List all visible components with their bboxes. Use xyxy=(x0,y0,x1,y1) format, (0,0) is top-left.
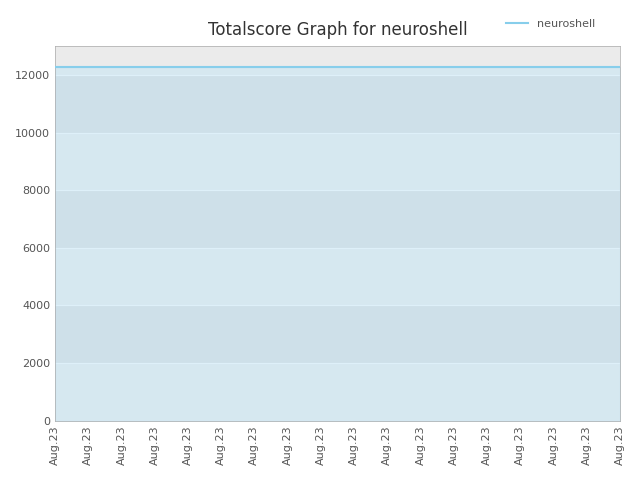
neuroshell xyxy=(251,64,259,70)
Bar xyxy=(55,47,620,75)
Title: Totalscore Graph for neuroshell: Totalscore Graph for neuroshell xyxy=(208,21,467,39)
neuroshell xyxy=(450,64,458,70)
neuroshell xyxy=(118,64,125,70)
Bar xyxy=(55,75,620,133)
Bar xyxy=(55,305,620,363)
neuroshell xyxy=(483,64,491,70)
Bar xyxy=(55,363,620,420)
Bar xyxy=(55,248,620,305)
neuroshell xyxy=(218,64,225,70)
Bar xyxy=(55,190,620,248)
neuroshell xyxy=(184,64,192,70)
neuroshell xyxy=(417,64,424,70)
neuroshell xyxy=(383,64,391,70)
Legend: neuroshell: neuroshell xyxy=(501,14,600,34)
neuroshell xyxy=(616,64,624,70)
neuroshell xyxy=(583,64,591,70)
neuroshell xyxy=(550,64,557,70)
neuroshell xyxy=(151,64,159,70)
neuroshell xyxy=(350,64,358,70)
Bar xyxy=(55,133,620,190)
neuroshell xyxy=(84,64,92,70)
neuroshell xyxy=(317,64,324,70)
neuroshell xyxy=(51,64,59,70)
neuroshell xyxy=(284,64,291,70)
neuroshell xyxy=(516,64,524,70)
